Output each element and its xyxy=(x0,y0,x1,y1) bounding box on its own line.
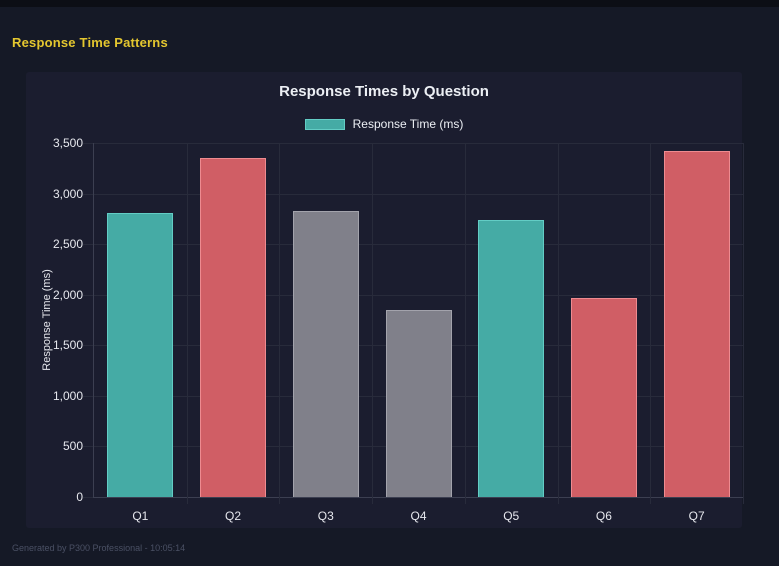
chart-title: Response Times by Question xyxy=(279,83,489,100)
x-tick-label: Q2 xyxy=(225,509,242,523)
legend-swatch-icon xyxy=(304,118,345,130)
bar xyxy=(385,310,452,497)
bar xyxy=(200,158,267,497)
bar xyxy=(478,220,545,497)
y-tick-label: 1,000 xyxy=(52,388,83,403)
vertical-gridline xyxy=(464,143,466,504)
plot-area: 0 500 1,000 1,500 2,000 2,500 3,000 3,500 Q1 Q2 Q3… xyxy=(53,136,744,523)
chart-card: Response Times by Question Response Time… xyxy=(26,72,744,528)
horizontal-gridline xyxy=(94,244,743,246)
y-axis-tick-mark xyxy=(83,497,93,498)
y-axis-tick-mark xyxy=(83,193,93,195)
top-strip xyxy=(0,0,779,7)
y-tick-label: 500 xyxy=(62,439,83,454)
bar xyxy=(292,211,359,497)
y-tick-label: 1,500 xyxy=(52,338,83,353)
x-tick-label: Q3 xyxy=(317,509,334,523)
y-tick-label: 2,500 xyxy=(52,237,83,252)
x-tick-label: Q1 xyxy=(132,509,149,523)
x-tick-label: Q6 xyxy=(595,509,612,523)
vertical-gridline xyxy=(557,143,559,504)
vertical-gridline xyxy=(372,143,374,504)
bar xyxy=(107,213,174,497)
bar xyxy=(663,151,730,497)
horizontal-gridline xyxy=(94,193,743,195)
y-axis-tick-mark xyxy=(83,294,93,296)
page-title: Response Time Patterns xyxy=(12,35,168,50)
x-tick-label: Q7 xyxy=(688,509,705,523)
horizontal-gridline xyxy=(94,143,743,144)
y-tick-label: 0 xyxy=(76,490,83,504)
vertical-gridline xyxy=(743,143,744,504)
footer-note: Generated by P300 Professional - 10:05:1… xyxy=(12,543,186,553)
vertical-gridline xyxy=(186,143,188,504)
legend: Response Time (ms) xyxy=(26,116,742,132)
vertical-gridline xyxy=(279,143,281,504)
y-tick-label: 3,500 xyxy=(52,136,83,150)
y-axis-title: Response Time (ms) xyxy=(41,269,53,371)
legend-item[interactable]: Response Time (ms) xyxy=(304,117,464,131)
x-tick-label: Q5 xyxy=(503,509,520,523)
horizontal-gridline xyxy=(94,294,743,296)
legend-label: Response Time (ms) xyxy=(352,117,464,131)
y-axis-tick-mark xyxy=(83,143,93,144)
x-tick-label: Q4 xyxy=(410,509,427,523)
y-axis-tick-mark xyxy=(83,244,93,246)
y-axis-tick-mark xyxy=(83,446,93,448)
y-tick-label: 3,000 xyxy=(52,186,83,201)
y-axis-tick-mark xyxy=(83,395,93,397)
y-tick-label: 2,000 xyxy=(52,287,83,302)
y-axis-tick-mark xyxy=(83,345,93,347)
bar xyxy=(570,298,637,497)
vertical-gridline xyxy=(650,143,652,504)
